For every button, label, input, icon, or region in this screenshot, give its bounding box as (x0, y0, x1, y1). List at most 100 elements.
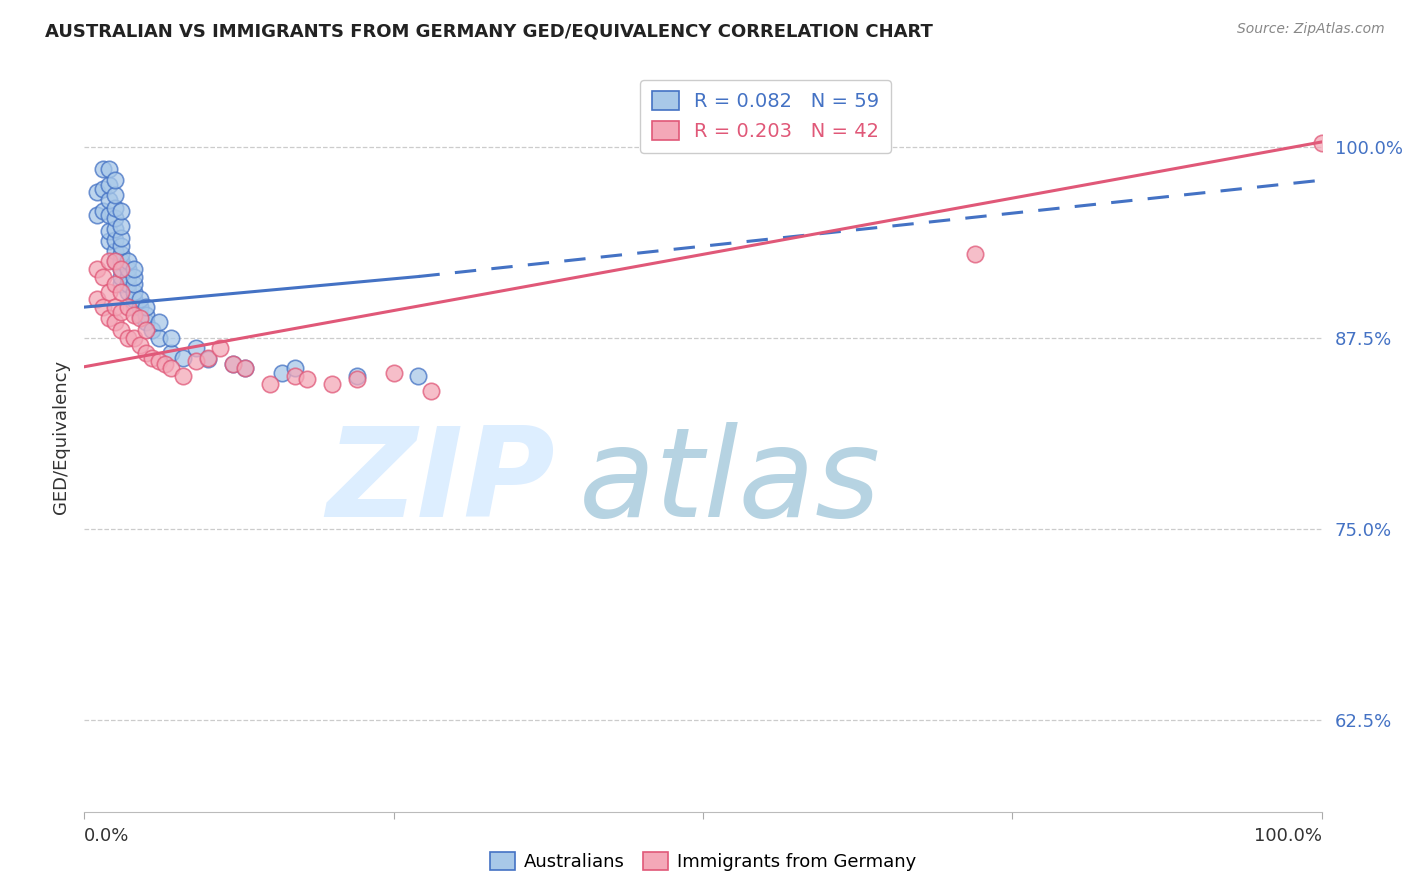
Point (86, 293, 108, 307)
Point (141, 323, 163, 337)
Point (117, 331, 139, 345)
Point (104, 173, 127, 187)
Text: 100.0%: 100.0% (1254, 827, 1322, 845)
Point (965, 246, 987, 260)
Point (184, 342, 207, 356)
Point (104, 300, 127, 314)
Point (104, 277, 127, 292)
Point (98, 193, 121, 207)
Point (117, 285, 139, 299)
Point (110, 231, 132, 245)
Point (117, 277, 139, 292)
Point (104, 233, 127, 247)
Point (129, 308, 152, 322)
Point (122, 300, 145, 314)
Point (321, 376, 343, 391)
Point (172, 368, 194, 383)
Point (129, 293, 152, 307)
Point (104, 254, 127, 268)
Point (135, 300, 157, 314)
Point (117, 261, 139, 276)
Point (104, 315, 127, 329)
Point (346, 372, 368, 386)
Point (104, 211, 127, 226)
Y-axis label: GED/Equivalency: GED/Equivalency (52, 360, 70, 514)
Point (148, 315, 170, 329)
Point (98, 235, 121, 249)
Point (141, 351, 163, 365)
Point (1310, 136, 1333, 151)
Point (91, 300, 114, 314)
Text: 0.0%: 0.0% (84, 827, 129, 845)
Point (104, 254, 127, 268)
Point (110, 277, 132, 292)
Point (222, 357, 245, 371)
Point (110, 203, 132, 218)
Point (135, 346, 157, 360)
Point (209, 342, 232, 356)
Point (98, 178, 121, 192)
Point (284, 368, 307, 383)
Point (98, 162, 121, 177)
Point (148, 353, 170, 368)
Point (122, 308, 145, 322)
Point (122, 269, 145, 284)
Point (233, 361, 256, 376)
Point (129, 300, 152, 314)
Point (104, 188, 127, 202)
Point (110, 261, 132, 276)
Text: ZIP: ZIP (326, 422, 554, 542)
Point (117, 300, 139, 314)
Point (98, 285, 121, 299)
Point (110, 304, 132, 318)
Point (408, 368, 430, 383)
Point (86, 261, 108, 276)
Point (135, 315, 157, 329)
Point (284, 361, 307, 376)
Point (86, 208, 108, 222)
Point (271, 366, 294, 380)
Point (160, 331, 183, 345)
Point (104, 222, 127, 236)
Point (135, 308, 157, 322)
Point (153, 357, 176, 371)
Point (122, 293, 145, 307)
Point (295, 372, 318, 386)
Point (129, 310, 152, 325)
Point (122, 261, 145, 276)
Point (110, 269, 132, 284)
Point (98, 224, 121, 238)
Point (86, 186, 108, 200)
Text: AUSTRALIAN VS IMMIGRANTS FROM GERMANY GED/EQUIVALENCY CORRELATION CHART: AUSTRALIAN VS IMMIGRANTS FROM GERMANY GE… (45, 22, 932, 40)
Point (91, 203, 114, 218)
Point (148, 331, 170, 345)
Point (110, 254, 132, 268)
Point (197, 351, 219, 365)
Point (110, 285, 132, 299)
Point (419, 384, 441, 399)
Point (382, 366, 405, 380)
Point (110, 219, 132, 233)
Point (98, 254, 121, 268)
Text: atlas: atlas (579, 422, 882, 542)
Point (117, 269, 139, 284)
Point (160, 361, 183, 376)
Point (91, 182, 114, 196)
Text: Source: ZipAtlas.com: Source: ZipAtlas.com (1237, 22, 1385, 37)
Point (122, 277, 145, 292)
Point (172, 351, 194, 365)
Point (222, 357, 245, 371)
Point (98, 208, 121, 222)
Point (135, 323, 157, 337)
Point (104, 244, 127, 258)
Point (117, 254, 139, 268)
Point (184, 353, 207, 368)
Point (197, 352, 219, 367)
Legend: Australians, Immigrants from Germany: Australians, Immigrants from Germany (482, 846, 924, 879)
Point (259, 376, 281, 391)
Point (233, 361, 256, 376)
Point (110, 323, 132, 337)
Point (110, 246, 132, 260)
Point (122, 331, 145, 345)
Point (122, 285, 145, 299)
